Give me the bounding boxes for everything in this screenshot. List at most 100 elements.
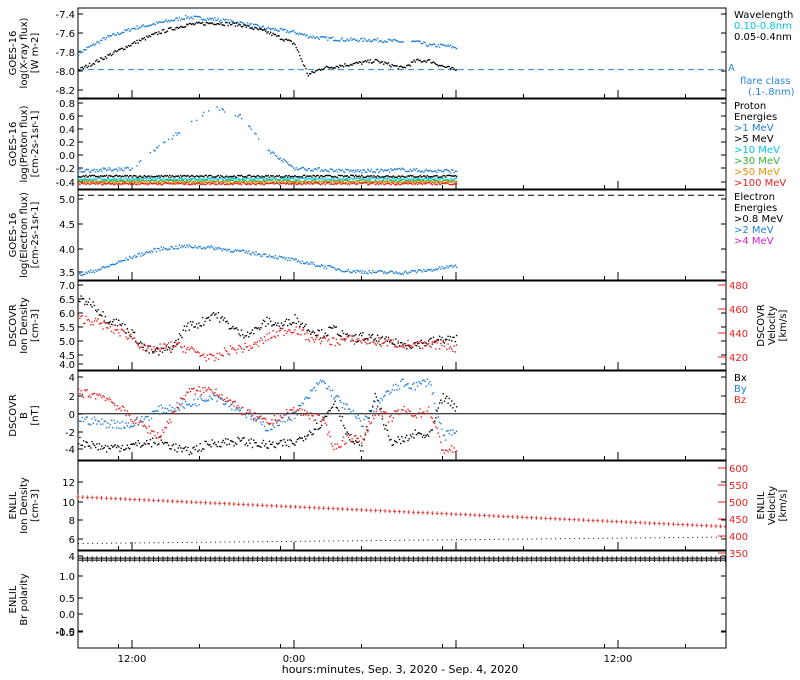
data-point [417,432,419,435]
data-point [379,62,381,64]
data-point [299,176,301,178]
data-point [242,179,244,181]
data-point [80,66,82,69]
data-point [420,182,422,185]
data-point [437,267,439,270]
data-point [417,181,419,183]
data-point [403,405,405,408]
data-point [127,183,130,186]
data-point [232,20,234,22]
data-point [308,397,311,399]
data-point [136,184,138,186]
data-point [408,410,410,412]
data-point [189,347,192,350]
data-point [155,180,158,182]
data-point [333,448,335,451]
data-point [725,536,727,538]
data-point [251,175,254,178]
data-point [455,334,458,337]
data-point [254,23,256,26]
data-point [233,445,235,447]
data-point [181,175,183,178]
data-point [246,175,249,177]
data-point [285,332,288,334]
data-point [339,178,341,180]
data-point [325,182,328,184]
data-point [91,418,93,420]
data-point [165,345,167,347]
data-point [380,397,382,400]
data-point [127,447,130,449]
data-point [102,265,104,268]
data-point [387,168,390,171]
data-point [419,408,421,410]
data-point [200,394,203,396]
data-point [324,37,326,39]
data-point [593,537,595,539]
data-point [359,420,362,422]
data-point [344,171,346,173]
data-point [344,340,346,342]
data-point [113,183,115,186]
data-point [115,446,118,449]
data-point [310,261,312,263]
data-point [358,177,361,179]
data-point [284,421,286,423]
data-point [381,415,384,417]
data-point [153,177,155,179]
data-point [348,271,351,273]
y-right-tick-label: 400 [729,532,748,543]
data-point [205,399,207,401]
data-point [285,38,288,40]
data-point [373,271,375,274]
data-point [267,174,269,177]
data-point [418,268,420,271]
data-point [410,40,413,43]
data-point [125,422,127,424]
data-point [225,321,227,323]
data-point [260,337,262,339]
data-point [104,399,107,402]
data-point [266,32,268,34]
data-point [167,182,170,184]
data-point [398,346,401,348]
data-point [82,298,85,300]
data-point [334,39,336,41]
data-point [375,178,378,180]
data-point [121,421,124,423]
data-point [262,25,265,27]
data-point [327,411,329,414]
data-point [86,168,88,171]
data-point [338,409,340,412]
data-point [90,183,92,185]
data-point [319,36,322,38]
data-point [403,66,405,68]
data-point [132,443,135,445]
data-point [400,380,402,382]
data-point [379,39,381,42]
data-point [113,319,115,321]
data-point [277,34,279,37]
data-point [447,343,449,345]
data-point [346,64,348,67]
data-point [119,183,121,185]
data-point [99,314,102,316]
data-point [330,66,333,69]
data-point [136,25,138,27]
data-point [443,66,446,68]
data-point [330,176,333,178]
data-point [383,180,385,183]
data-point [293,181,295,183]
data-point [312,330,314,332]
data-point [177,338,179,341]
data-point [397,182,399,184]
data-point [194,393,196,395]
data-point [447,170,449,172]
data-point [82,178,85,181]
data-point [375,180,378,182]
data-point [97,61,99,63]
data-point [86,388,88,391]
data-point [276,324,278,327]
data-point [370,175,373,177]
data-point [97,183,99,185]
